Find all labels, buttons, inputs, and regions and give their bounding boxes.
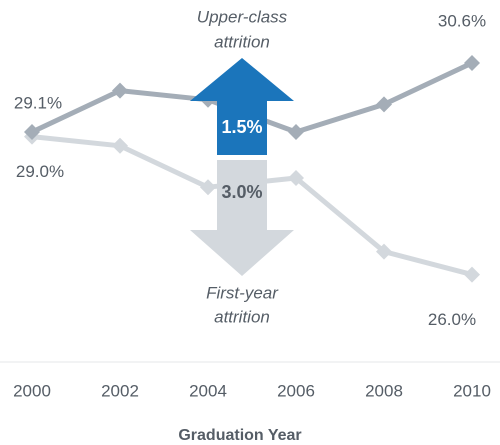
- annotation: attrition: [214, 307, 270, 326]
- marker: [464, 266, 480, 283]
- x-tick-label: 2002: [101, 381, 139, 400]
- marker: [112, 137, 128, 154]
- marker: [112, 82, 128, 99]
- x-tick-label: 2000: [13, 381, 51, 400]
- x-tick-label: 2006: [277, 381, 315, 400]
- marker: [464, 55, 480, 71]
- x-tick-label: 2008: [365, 381, 403, 400]
- marker: [376, 96, 392, 113]
- x-tick-label: 2004: [189, 381, 227, 400]
- change-label: 3.0%: [221, 182, 262, 202]
- value-label: 30.6%: [438, 11, 486, 30]
- value-label: 29.1%: [14, 93, 62, 112]
- x-tick-label: 2010: [453, 381, 491, 400]
- marker: [288, 170, 304, 186]
- x-axis-title: Graduation Year: [178, 427, 301, 444]
- up-arrow: [190, 58, 294, 155]
- value-label: 29.0%: [16, 162, 64, 181]
- upper-arrow: 1.5%: [190, 58, 294, 155]
- lower-arrow: 3.0%: [190, 160, 294, 276]
- annotation: First-year: [206, 283, 279, 302]
- marker: [376, 243, 392, 260]
- annotation: Upper-class: [197, 7, 288, 26]
- annotation: attrition: [214, 32, 270, 51]
- change-label: 1.5%: [221, 117, 262, 137]
- down-arrow: [190, 160, 294, 276]
- marker: [24, 124, 40, 140]
- marker: [288, 124, 304, 140]
- value-label: 26.0%: [428, 310, 476, 329]
- marker: [200, 179, 216, 196]
